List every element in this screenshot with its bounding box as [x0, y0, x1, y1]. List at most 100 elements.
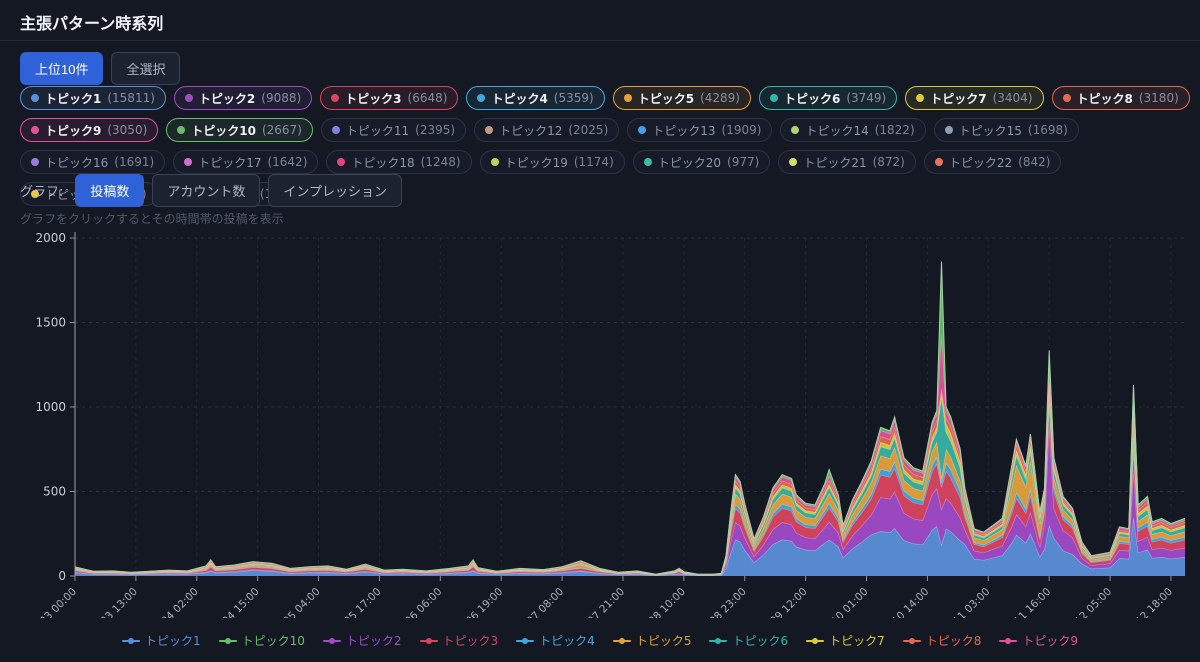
topic-chip-14[interactable]: トピック14 (1822)	[780, 118, 926, 142]
topic-chip-count: (1909)	[721, 123, 762, 137]
topic-chip-count: (1642)	[267, 155, 308, 169]
legend-label: トピック10	[241, 634, 305, 648]
topic-chip-label: トピック7	[930, 91, 987, 106]
y-axis-label: 2000	[35, 231, 66, 245]
topic-chip-18[interactable]: トピック18 (1248)	[326, 150, 472, 174]
legend-line-dot-icon	[999, 636, 1018, 646]
topic-chip-16[interactable]: トピック16 (1691)	[20, 150, 166, 174]
legend-item-トピック2[interactable]: トピック2	[322, 632, 402, 649]
topic-chip-10[interactable]: トピック10 (2667)	[166, 118, 313, 142]
chart-legend: トピック1 トピック10 トピック2 トピック3 トピック4 トピック5 トピック6 トピック…	[0, 632, 1200, 649]
topic-chip-count: (4289)	[700, 91, 740, 105]
legend-item-トピック3[interactable]: トピック3	[419, 632, 498, 649]
legend-line-dot-icon	[902, 636, 921, 646]
topic-chip-6[interactable]: トピック6 (3749)	[758, 86, 898, 110]
top10-button[interactable]: 上位10件	[20, 52, 104, 85]
legend-item-トピック10[interactable]: トピック10	[218, 632, 305, 649]
topic-chip-15[interactable]: トピック15 (1698)	[933, 118, 1079, 142]
legend-item-トピック1[interactable]: トピック1	[121, 632, 201, 649]
topic-chip-count: (2025)	[568, 123, 609, 137]
topic-chip-22[interactable]: トピック22 (842)	[923, 150, 1062, 174]
legend-line-dot-icon	[709, 636, 728, 646]
x-axis-label: 02-07 21:00	[573, 586, 627, 618]
legend-line-dot-icon	[322, 636, 341, 646]
topic-color-dot	[944, 126, 953, 134]
legend-line-dot-icon	[218, 636, 237, 646]
topic-chip-17[interactable]: トピック17 (1642)	[173, 150, 319, 174]
x-axis-label: 02-08 23:00	[695, 586, 749, 618]
topic-color-dot	[31, 126, 39, 134]
topic-chip-label: トピック6	[783, 91, 841, 106]
y-axis-label: 1500	[35, 316, 66, 330]
x-axis-label: 02-06 06:00	[391, 586, 445, 618]
topic-chip-count: (842)	[1018, 155, 1051, 169]
topic-color-dot	[791, 126, 800, 134]
topic-color-dot	[638, 126, 647, 134]
topic-color-dot	[31, 94, 39, 102]
topic-color-dot	[623, 94, 632, 102]
legend-item-トピック7[interactable]: トピック7	[806, 632, 885, 649]
legend-item-トピック9[interactable]: トピック9	[999, 632, 1078, 649]
legend-label: トピック4	[539, 634, 595, 648]
topic-color-dot	[490, 158, 499, 166]
area-series-トピック1[interactable]	[75, 516, 1185, 576]
x-axis-label: 02-10 14:00	[878, 586, 932, 618]
topic-chip-11[interactable]: トピック11 (2395)	[320, 118, 467, 142]
topic-color-dot	[916, 94, 925, 102]
topic-chip-19[interactable]: トピック19 (1174)	[479, 150, 625, 174]
area-series-トピック2[interactable]	[75, 423, 1185, 576]
x-axis-label: 02-03 13:00	[86, 586, 140, 618]
select-all-button[interactable]: 全選択	[111, 52, 181, 85]
graph-type-option-3[interactable]: インプレッション	[268, 174, 403, 207]
legend-label: トピック5	[635, 634, 692, 648]
graph-type-label: グラフ:	[20, 185, 64, 200]
topic-chip-count: (977)	[727, 155, 760, 169]
legend-item-トピック5[interactable]: トピック5	[612, 632, 692, 649]
topic-chip-20[interactable]: トピック20 (977)	[632, 150, 771, 174]
legend-line-dot-icon	[121, 636, 140, 646]
topic-chip-21[interactable]: トピック21 (872)	[778, 150, 916, 174]
x-axis-label: 02-06 19:00	[452, 586, 506, 618]
topic-chip-1[interactable]: トピック1 (15811)	[20, 86, 166, 110]
topic-chip-5[interactable]: トピック5 (4289)	[612, 86, 751, 110]
topic-chip-12[interactable]: トピック12 (2025)	[474, 118, 620, 142]
topic-chip-count: (9088)	[261, 91, 302, 105]
graph-type-option-2[interactable]: アカウント数	[152, 174, 261, 207]
graph-type-buttons: 投稿数 アカウント数 インプレッション	[75, 174, 403, 207]
legend-line-dot-icon	[612, 636, 631, 646]
chart-hint-text: グラフをクリックするとその時間帯の投稿を表示	[20, 212, 284, 226]
legend-label: トピック1	[144, 634, 201, 648]
topic-chip-3[interactable]: トピック3 (6648)	[320, 86, 459, 110]
x-axis-label: 02-10 01:00	[817, 586, 871, 618]
topic-chip-label: トピック14	[805, 123, 869, 138]
legend-item-トピック6[interactable]: トピック6	[709, 632, 788, 649]
topic-chip-count: (1822)	[874, 123, 915, 137]
x-axis-label: 02-04 02:00	[147, 586, 201, 618]
legend-label: トピック8	[925, 634, 982, 648]
legend-item-トピック4[interactable]: トピック4	[516, 632, 595, 649]
topic-chip-count: (1698)	[1027, 123, 1068, 137]
filter-buttons-row: 上位10件 全選択	[20, 52, 181, 85]
graph-type-option-1[interactable]: 投稿数	[75, 174, 145, 207]
topic-chip-count: (2395)	[415, 123, 456, 137]
stacked-area-chart[interactable]: 02-03 00:00 02-03 13:00 02-04 02:00 02-04 1…	[0, 226, 1200, 639]
topic-chip-2[interactable]: トピック2 (9088)	[173, 86, 313, 110]
topic-chip-label: トピック15	[958, 123, 1022, 138]
topic-chip-7[interactable]: トピック7 (3404)	[905, 86, 1044, 110]
legend-item-トピック8[interactable]: トピック8	[902, 632, 982, 649]
x-axis-label: 02-05 17:00	[330, 586, 384, 618]
topic-color-dot	[477, 94, 486, 102]
x-axis-label: 02-11 03:00	[939, 586, 993, 618]
topic-color-dot	[331, 94, 340, 102]
topic-chip-9[interactable]: トピック9 (3050)	[20, 118, 159, 142]
topic-chip-label: トピック10	[191, 123, 256, 138]
topic-chip-4[interactable]: トピック4 (5359)	[466, 86, 605, 110]
topic-color-dot	[184, 158, 193, 166]
topic-chip-13[interactable]: トピック13 (1909)	[627, 118, 773, 142]
topic-color-dot	[769, 94, 778, 102]
topic-color-dot	[485, 126, 494, 134]
legend-line-dot-icon	[806, 636, 825, 646]
topic-chip-8[interactable]: トピック8 (3180)	[1051, 86, 1190, 110]
chart-canvas[interactable]: 02-03 00:00 02-03 13:00 02-04 02:00 02-04 1…	[0, 226, 1200, 639]
